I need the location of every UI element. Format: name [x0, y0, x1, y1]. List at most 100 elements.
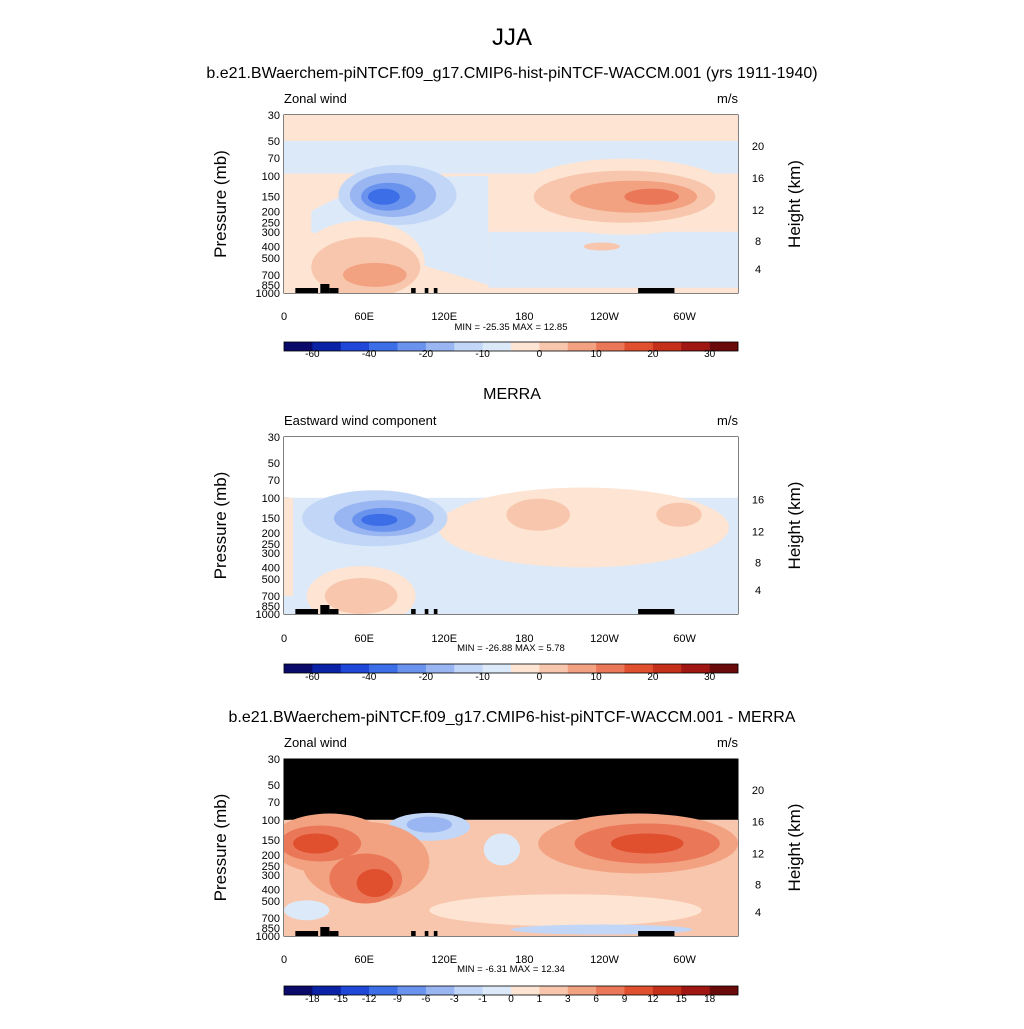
lower-easterly-region [488, 231, 738, 288]
lower-westerly-mid [324, 577, 398, 614]
x-tick-label: 120W [590, 954, 619, 966]
panel-label-right: m/s [717, 91, 738, 106]
masked-above-100mb [284, 759, 738, 820]
height-tick-label: 12 [752, 848, 764, 860]
westerly-patch-60w [656, 502, 702, 527]
colorbar-frame [283, 341, 739, 352]
y-tick-label: 30 [268, 432, 280, 444]
mid-westerly-patch [583, 242, 620, 251]
y-tick-label: 70 [268, 475, 280, 487]
colorbar-swatch [454, 342, 483, 351]
colorbar-swatch [624, 986, 654, 995]
colorbar-swatch [312, 664, 342, 673]
y-tick-label: 200 [262, 206, 280, 218]
topography-mask [295, 931, 319, 936]
x-tick-label: 180 [515, 311, 533, 323]
y-tick-label: 100 [262, 493, 280, 505]
colorbar-swatch [511, 986, 540, 995]
topography-mask [295, 609, 319, 614]
colorbar-label: 0 [508, 994, 514, 1005]
x-tick-label: 180 [515, 954, 533, 966]
colorbar-swatch [425, 664, 455, 673]
panel-label-left: Eastward wind component [284, 413, 437, 428]
colorbar-label: -9 [393, 994, 402, 1005]
y-axis-label: Pressure (mb) [211, 794, 230, 902]
y-tick-label: 100 [262, 815, 280, 827]
y-tick-label: 500 [262, 574, 280, 586]
colorbar-swatch [284, 664, 313, 673]
y-tick-label: 850 [262, 601, 280, 613]
x-tick-label: 120E [431, 954, 457, 966]
panel-label-right: m/s [717, 735, 738, 750]
y-tick-label: 70 [268, 797, 280, 809]
x-tick-label: 60W [673, 633, 696, 645]
y-tick-label: 50 [268, 458, 280, 470]
colorbar-swatch [567, 664, 597, 673]
y-tick-label: 150 [262, 835, 280, 847]
colorbar-label: -40 [362, 672, 377, 683]
y-tick-label: 200 [262, 850, 280, 862]
x-tick-label: 120W [590, 311, 619, 323]
height-tick-label: 16 [752, 173, 764, 185]
negative-difference-core [406, 816, 452, 833]
min-max-label: MIN = -6.31 MAX = 12.34 [457, 964, 565, 975]
westerly-outer [438, 487, 729, 568]
height-tick-label: 4 [755, 264, 761, 276]
lower-westerly-core [343, 262, 407, 287]
colorbar-label: -40 [362, 349, 377, 360]
colorbar-swatch [340, 986, 370, 995]
x-tick-label: 0 [281, 633, 287, 645]
y-tick-label: 1000 [256, 288, 280, 300]
x-tick-label: 60W [673, 311, 696, 323]
colorbar-swatch [624, 342, 654, 351]
colorbar-label: 10 [591, 349, 603, 360]
colorbar-frame [283, 663, 739, 674]
contour-field [284, 437, 738, 614]
topography-mask [320, 605, 330, 614]
height-tick-label: 12 [752, 526, 764, 538]
y-axis-label-right: Height (km) [785, 804, 804, 892]
height-tick-label: 16 [752, 817, 764, 829]
topography-mask [638, 288, 675, 293]
colorbar-swatch [539, 342, 569, 351]
colorbar-swatch [425, 342, 455, 351]
panel-label-left: Zonal wind [284, 735, 347, 750]
figure-title: JJA [492, 24, 532, 51]
colorbar-swatch [539, 664, 569, 673]
colorbar-swatch [652, 664, 682, 673]
topography-mask [329, 609, 339, 614]
min-max-label: MIN = -26.88 MAX = 5.78 [457, 643, 565, 654]
colorbar-label: -1 [478, 994, 487, 1005]
y-axis-label: Pressure (mb) [211, 150, 230, 258]
x-tick-label: 60E [354, 311, 374, 323]
colorbar-label: -12 [362, 994, 377, 1005]
height-tick-label: 20 [752, 785, 764, 797]
x-tick-label: 0 [281, 311, 287, 323]
colorbar-swatch [596, 664, 625, 673]
colorbar-swatch [454, 986, 483, 995]
colorbar-swatch [369, 342, 398, 351]
min-max-label: MIN = -25.35 MAX = 12.85 [454, 322, 567, 333]
y-tick-label: 250 [262, 861, 280, 873]
topography-mask [433, 609, 438, 614]
colorbar-swatch [369, 986, 398, 995]
colorbar-swatch [511, 342, 540, 351]
diff-subtitle: b.e21.BWaerchem-piNTCF.f09_g17.CMIP6-his… [229, 709, 796, 726]
y-tick-label: 100 [262, 171, 280, 183]
y-tick-label: 500 [262, 253, 280, 265]
height-tick-label: 8 [755, 557, 761, 569]
colorbar-swatch [596, 986, 625, 995]
y-tick-label: 700 [262, 270, 280, 282]
topography-mask [320, 284, 330, 293]
colorbar-swatch [284, 342, 313, 351]
y-tick-label: 50 [268, 136, 280, 148]
topography-mask [411, 931, 416, 936]
y-axis-label-right: Height (km) [785, 482, 804, 570]
x-tick-label: 0 [281, 954, 287, 966]
positive-core-0 [293, 833, 339, 854]
y-tick-label: 30 [268, 110, 280, 122]
easterly-jet-peak [367, 188, 400, 205]
y-tick-label: 400 [262, 241, 280, 253]
